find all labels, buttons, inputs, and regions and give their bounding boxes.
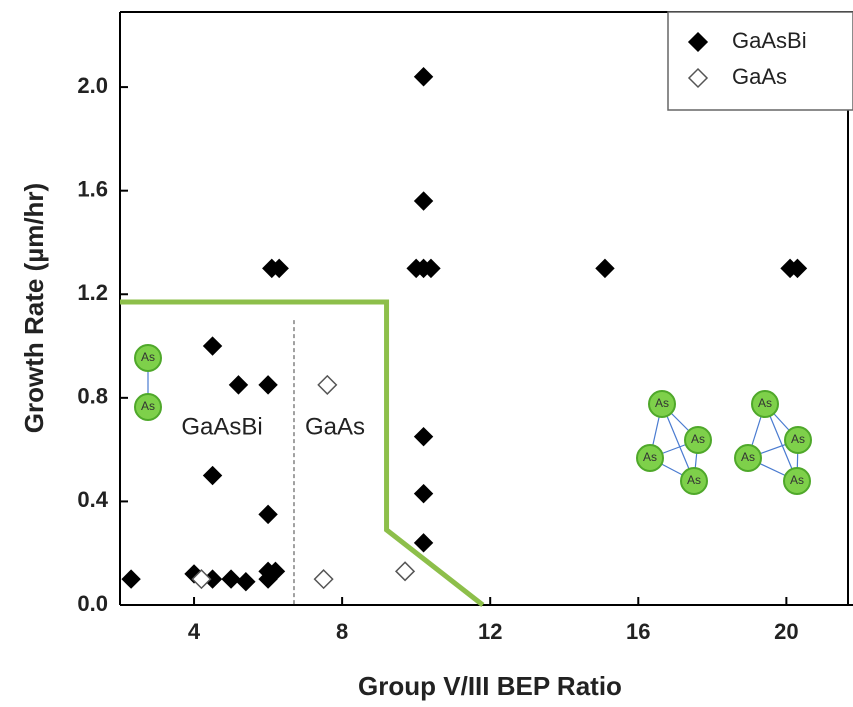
legend-box <box>667 11 853 111</box>
region-label: GaAsBi <box>181 413 262 440</box>
point <box>236 571 256 592</box>
point <box>228 375 249 395</box>
atom <box>134 344 162 372</box>
atom-label: As <box>141 399 155 413</box>
point <box>413 426 434 447</box>
atom-label: As <box>655 396 669 410</box>
point <box>413 483 434 504</box>
point <box>121 569 141 589</box>
y-tick-label: 1.2 <box>77 280 108 305</box>
y-tick-label: 0.0 <box>77 591 108 616</box>
legend-marker <box>687 67 709 89</box>
legend-marker <box>687 31 709 53</box>
x-tick-label: 20 <box>774 619 798 644</box>
point <box>191 569 212 590</box>
atom-label: As <box>758 396 772 410</box>
point <box>413 533 434 553</box>
y-tick-label: 0.4 <box>77 487 108 512</box>
atom <box>680 467 708 495</box>
point <box>265 561 286 582</box>
atom-label: As <box>687 473 701 487</box>
point <box>595 258 615 279</box>
point <box>394 561 416 582</box>
point <box>221 569 241 589</box>
point <box>258 375 278 395</box>
point <box>202 465 223 486</box>
point <box>413 67 434 87</box>
region-label: GaAs <box>305 413 365 440</box>
x-axis-title: Group V/III BEP Ratio <box>358 671 622 701</box>
atom <box>636 444 664 472</box>
y-tick-label: 0.8 <box>77 384 108 409</box>
atom <box>751 390 779 418</box>
atom <box>734 444 762 472</box>
point <box>258 504 278 525</box>
point <box>413 191 434 211</box>
legend-label: GaAs <box>732 64 787 89</box>
point <box>421 258 441 279</box>
atom <box>134 393 162 421</box>
atom-label: As <box>741 450 755 464</box>
y-tick-label: 2.0 <box>77 73 108 98</box>
x-tick-label: 16 <box>626 619 650 644</box>
x-tick-label: 12 <box>478 619 502 644</box>
y-tick-label: 1.6 <box>77 176 108 201</box>
legend-label: GaAsBi <box>732 28 807 53</box>
point <box>787 258 808 279</box>
point <box>313 569 334 590</box>
atom <box>783 467 811 495</box>
atom-label: As <box>791 432 805 446</box>
point <box>202 336 223 356</box>
atom-label: As <box>790 473 804 487</box>
atom <box>648 390 676 418</box>
y-axis-title: Growth Rate (µm/hr) <box>19 183 49 433</box>
atom-label: As <box>643 450 657 464</box>
atom <box>684 426 712 454</box>
x-tick-label: 8 <box>336 619 348 644</box>
point <box>317 374 338 395</box>
x-tick-label: 4 <box>188 619 201 644</box>
atom <box>784 426 812 454</box>
atom-label: As <box>691 432 705 446</box>
point <box>269 258 289 279</box>
atom-label: As <box>141 350 155 364</box>
boundary-line <box>120 299 485 607</box>
